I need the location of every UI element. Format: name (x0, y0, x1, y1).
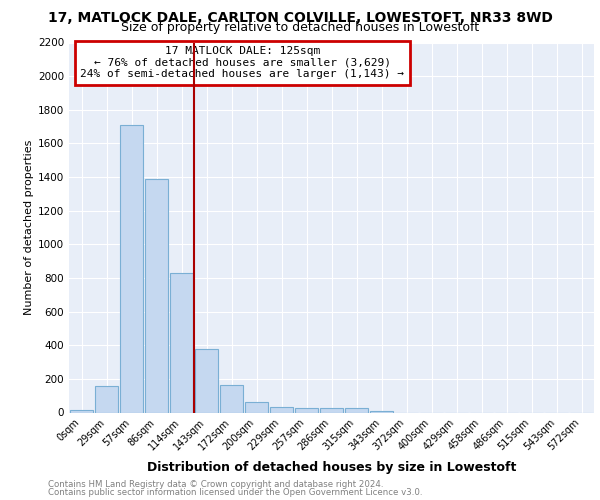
Bar (119, 125, 143, 412)
Bar (95, 386, 118, 412)
Bar (194, 348, 218, 412)
X-axis label: Distribution of detached houses by size in Lowestoft: Distribution of detached houses by size … (147, 460, 516, 473)
Text: 17, MATLOCK DALE, CARLTON COLVILLE, LOWESTOFT, NR33 8WD: 17, MATLOCK DALE, CARLTON COLVILLE, LOWE… (47, 11, 553, 25)
Bar (170, 273, 193, 412)
Bar (269, 406, 293, 412)
Bar (344, 408, 368, 412)
Bar (70, 410, 94, 412)
Y-axis label: Number of detached properties: Number of detached properties (24, 140, 34, 315)
Bar (295, 408, 319, 412)
Bar (220, 385, 244, 412)
Bar (370, 411, 394, 412)
Text: Contains public sector information licensed under the Open Government Licence v3: Contains public sector information licen… (48, 488, 422, 497)
Text: Size of property relative to detached houses in Lowestoft: Size of property relative to detached ho… (121, 22, 479, 35)
Text: Contains HM Land Registry data © Crown copyright and database right 2024.: Contains HM Land Registry data © Crown c… (48, 480, 383, 489)
Bar (320, 408, 343, 412)
Text: 17 MATLOCK DALE: 125sqm
← 76% of detached houses are smaller (3,629)
24% of semi: 17 MATLOCK DALE: 125sqm ← 76% of detache… (80, 46, 404, 80)
Bar (145, 178, 169, 412)
Bar (245, 402, 268, 412)
